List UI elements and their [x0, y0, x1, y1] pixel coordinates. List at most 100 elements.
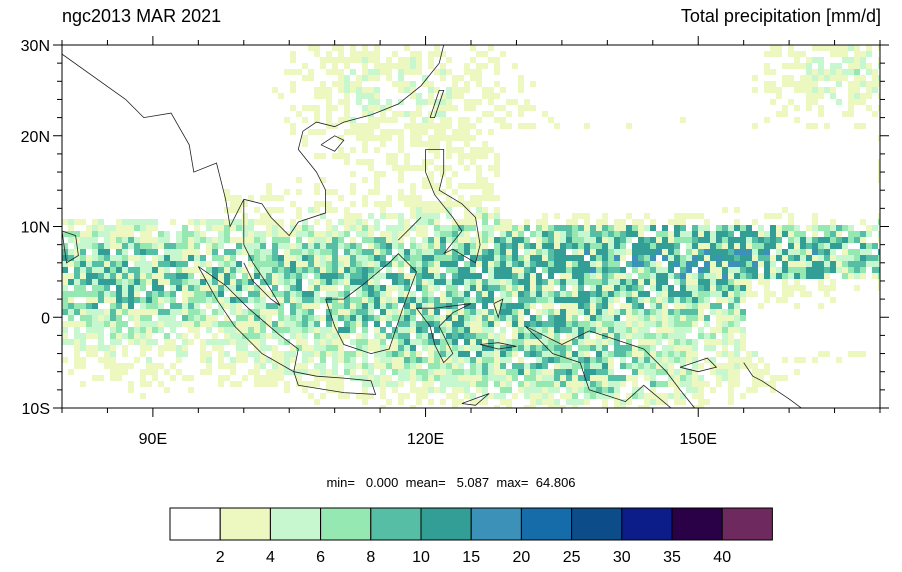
field-cell: [266, 267, 272, 273]
field-cell: [344, 351, 350, 357]
field-cell: [98, 333, 104, 339]
field-cell: [332, 333, 338, 339]
field-cell: [284, 369, 290, 375]
field-cell: [662, 243, 668, 249]
field-cell: [542, 291, 548, 297]
field-cell: [338, 291, 344, 297]
field-cell: [362, 63, 368, 69]
field-cell: [518, 285, 524, 291]
field-cell: [326, 303, 332, 309]
field-cell: [518, 327, 524, 333]
field-cell: [860, 231, 866, 237]
field-cell: [284, 387, 290, 393]
field-cell: [398, 249, 404, 255]
field-cell: [506, 357, 512, 363]
field-cell: [578, 237, 584, 243]
field-cell: [800, 285, 806, 291]
field-cell: [80, 291, 86, 297]
field-cell: [500, 285, 506, 291]
field-cell: [116, 363, 122, 369]
field-cell: [404, 255, 410, 261]
field-cell: [218, 291, 224, 297]
field-cell: [248, 327, 254, 333]
field-cell: [836, 69, 842, 75]
field-cell: [776, 51, 782, 57]
field-cell: [416, 195, 422, 201]
field-cell: [356, 51, 362, 57]
field-cell: [722, 261, 728, 267]
field-cell: [446, 225, 452, 231]
field-cell: [656, 237, 662, 243]
field-cell: [362, 237, 368, 243]
field-cell: [728, 381, 734, 387]
field-cell: [176, 321, 182, 327]
field-cell: [308, 285, 314, 291]
field-cell: [134, 285, 140, 291]
field-cell: [842, 237, 848, 243]
field-cell: [620, 351, 626, 357]
field-cell: [446, 141, 452, 147]
field-cell: [590, 363, 596, 369]
field-cell: [776, 213, 782, 219]
field-cell: [278, 261, 284, 267]
field-cell: [608, 273, 614, 279]
field-cell: [464, 327, 470, 333]
field-cell: [632, 387, 638, 393]
field-cell: [68, 309, 74, 315]
field-cell: [482, 225, 488, 231]
field-cell: [530, 363, 536, 369]
field-cell: [170, 321, 176, 327]
field-cell: [530, 393, 536, 399]
field-cell: [710, 231, 716, 237]
field-cell: [548, 285, 554, 291]
field-cell: [674, 219, 680, 225]
field-cell: [374, 351, 380, 357]
field-cell: [362, 105, 368, 111]
field-cell: [512, 321, 518, 327]
field-cell: [320, 375, 326, 381]
field-cell: [68, 249, 74, 255]
field-cell: [140, 339, 146, 345]
field-cell: [542, 249, 548, 255]
field-cell: [440, 99, 446, 105]
field-cell: [848, 231, 854, 237]
field-cell: [86, 279, 92, 285]
field-cell: [446, 315, 452, 321]
field-cell: [194, 219, 200, 225]
field-cell: [578, 291, 584, 297]
field-cell: [326, 111, 332, 117]
field-cell: [692, 237, 698, 243]
field-cell: [566, 351, 572, 357]
field-cell: [362, 267, 368, 273]
field-cell: [662, 273, 668, 279]
field-cell: [824, 123, 830, 129]
field-cell: [638, 321, 644, 327]
field-cell: [182, 303, 188, 309]
field-cell: [344, 99, 350, 105]
field-cell: [668, 291, 674, 297]
field-cell: [440, 201, 446, 207]
field-cell: [848, 237, 854, 243]
field-cell: [728, 237, 734, 243]
field-cell: [260, 255, 266, 261]
field-cell: [596, 381, 602, 387]
field-cell: [476, 69, 482, 75]
field-cell: [806, 75, 812, 81]
field-cell: [182, 315, 188, 321]
field-cell: [878, 219, 880, 225]
field-cell: [506, 291, 512, 297]
coastline: [679, 357, 718, 373]
field-cell: [578, 357, 584, 363]
field-cell: [278, 309, 284, 315]
field-cell: [518, 303, 524, 309]
field-cell: [536, 315, 542, 321]
field-cell: [398, 393, 404, 399]
field-cell: [416, 165, 422, 171]
field-cell: [428, 141, 434, 147]
field-cell: [698, 273, 704, 279]
field-cell: [446, 369, 452, 375]
field-cell: [488, 363, 494, 369]
field-cell: [386, 63, 392, 69]
field-cell: [470, 381, 476, 387]
field-cell: [728, 321, 734, 327]
